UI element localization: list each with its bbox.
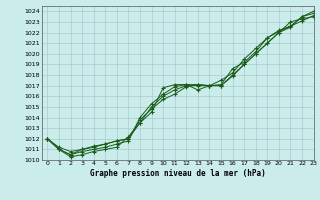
X-axis label: Graphe pression niveau de la mer (hPa): Graphe pression niveau de la mer (hPa) [90,169,266,178]
